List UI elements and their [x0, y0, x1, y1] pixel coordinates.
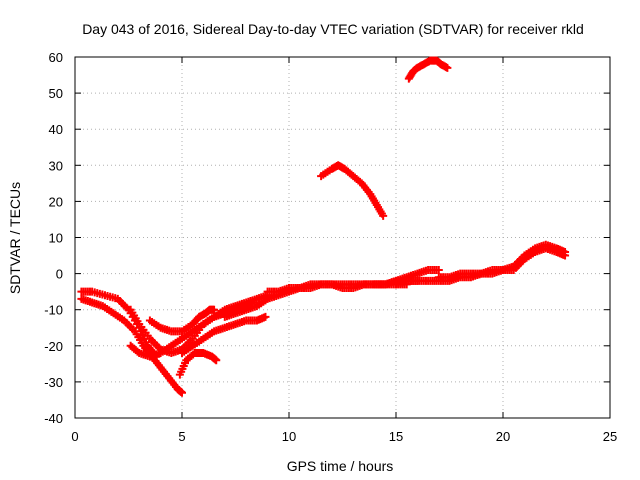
- series-arc-13: [370, 265, 443, 289]
- y-tick-label: 30: [49, 158, 63, 173]
- series-arc-10: [317, 161, 388, 220]
- x-tick-label: 25: [603, 429, 617, 444]
- y-tick-label: -30: [44, 375, 63, 390]
- data-point: [261, 312, 270, 321]
- grid: [75, 57, 610, 418]
- data-point: [178, 388, 186, 397]
- y-tick-label: -10: [44, 303, 63, 318]
- x-tick-label: 20: [496, 429, 510, 444]
- data-point: [561, 247, 570, 256]
- x-tick-label: 15: [389, 429, 403, 444]
- y-tick-label: -40: [44, 411, 63, 426]
- series-arc-11: [404, 56, 452, 83]
- y-tick-label: 20: [49, 194, 63, 209]
- series-group: [77, 56, 570, 397]
- x-axis-label: GPS time / hours: [287, 458, 394, 474]
- data-point: [379, 211, 388, 220]
- x-tick-label: 5: [178, 429, 185, 444]
- data-point: [443, 63, 452, 72]
- series-arc-4: [126, 291, 272, 361]
- y-tick-label: 60: [49, 50, 63, 65]
- data-point: [210, 305, 219, 314]
- data-point: [212, 356, 221, 365]
- x-ticks: 0 5 10 15 20 25: [71, 57, 617, 444]
- x-tick-label: 10: [282, 429, 296, 444]
- y-axis-label: SDTVAR / TECUs: [7, 182, 23, 294]
- series-arc-7: [175, 349, 221, 379]
- y-tick-label: -20: [44, 339, 63, 354]
- chart-title: Day 043 of 2016, Sidereal Day-to-day VTE…: [82, 21, 584, 37]
- series-arc-5: [145, 305, 219, 336]
- y-tick-label: 0: [56, 267, 63, 282]
- y-tick-label: 10: [49, 231, 63, 246]
- y-tick-label: 50: [49, 86, 63, 101]
- data-point: [434, 265, 443, 274]
- series-arc-12: [392, 244, 570, 289]
- y-ticks: -40 -30 -20 -10 0 10 20 30 40 50 60: [44, 50, 610, 426]
- y-tick-label: 40: [49, 122, 63, 137]
- series-arc-6: [178, 312, 270, 358]
- series-arc-14: [434, 240, 570, 282]
- x-tick-label: 0: [71, 429, 78, 444]
